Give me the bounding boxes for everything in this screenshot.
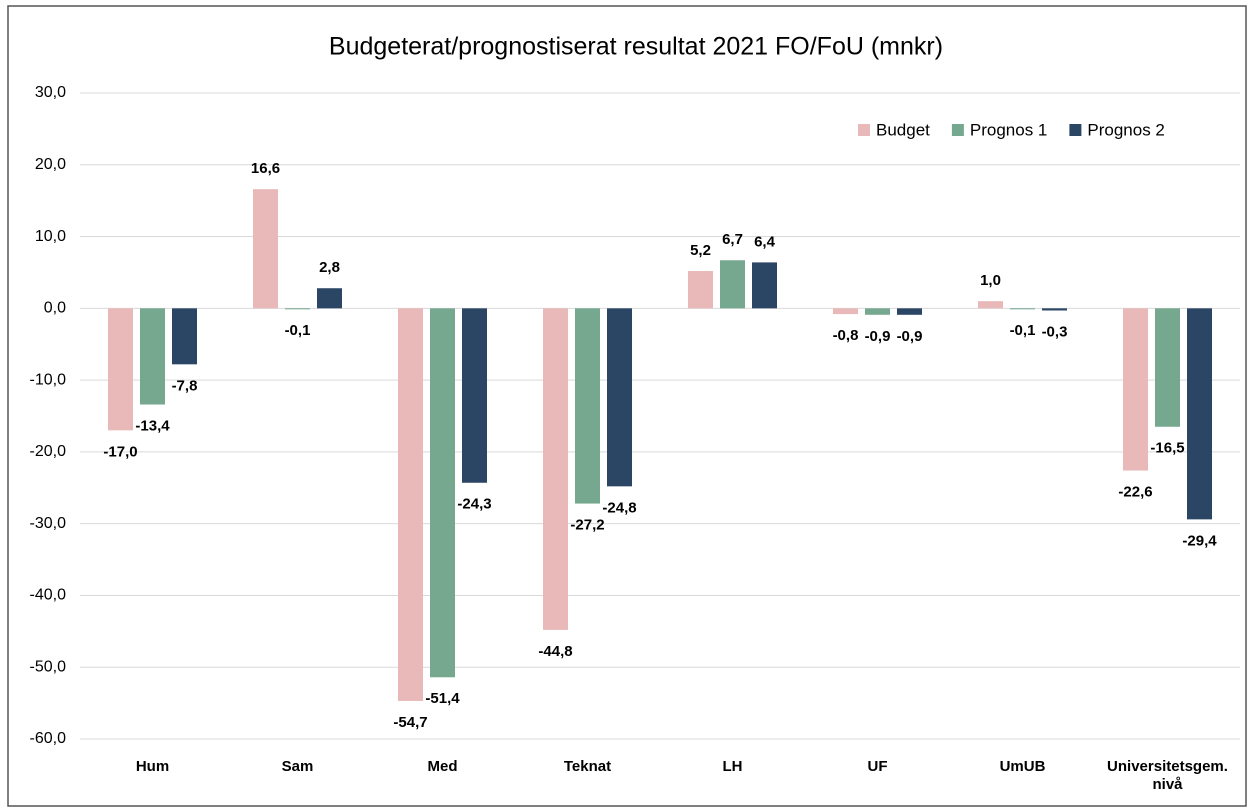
bar — [720, 260, 745, 309]
bar — [1155, 308, 1180, 427]
value-label: -0,8 — [833, 327, 859, 344]
x-tick-label: LH — [722, 758, 743, 775]
y-tick-label: -30,0 — [30, 515, 67, 532]
x-tick-label: UF — [867, 758, 888, 775]
bar — [398, 308, 423, 701]
value-label: -27,2 — [570, 517, 604, 534]
bar — [833, 308, 858, 315]
bar — [607, 308, 632, 487]
value-label: -0,9 — [897, 328, 923, 345]
value-label: -0,1 — [285, 322, 311, 339]
legend-swatch — [951, 124, 964, 136]
bar — [897, 308, 922, 315]
y-tick-label: -10,0 — [30, 371, 67, 388]
bar — [688, 271, 713, 309]
bar — [462, 308, 487, 483]
bar — [285, 308, 310, 310]
legend-label: Prognos 1 — [970, 120, 1048, 139]
bar — [253, 189, 278, 309]
bar — [108, 308, 133, 431]
bar — [317, 288, 342, 309]
legend-swatch — [858, 124, 870, 136]
value-label: -17,0 — [103, 443, 137, 460]
value-label: -0,3 — [1042, 323, 1068, 340]
y-tick-label: -40,0 — [30, 587, 67, 604]
bar — [140, 308, 165, 405]
y-tick-label: -50,0 — [30, 658, 67, 675]
legend-swatch — [1069, 124, 1082, 136]
value-label: -44,8 — [538, 643, 572, 660]
value-label: -16,5 — [1150, 440, 1184, 457]
value-label: -51,4 — [425, 690, 460, 707]
x-tick-label: Med — [427, 758, 458, 775]
value-label: -22,6 — [1118, 484, 1152, 501]
y-tick-label: 10,0 — [35, 228, 66, 245]
bar — [978, 301, 1003, 309]
y-tick-label: -20,0 — [30, 443, 67, 460]
bar — [543, 308, 568, 630]
bar — [430, 308, 455, 678]
y-tick-label: -60,0 — [30, 730, 67, 747]
legend-label: Prognos 2 — [1087, 120, 1165, 139]
value-label: -24,3 — [457, 496, 491, 513]
bar — [1187, 308, 1212, 520]
value-label: -0,9 — [865, 328, 891, 345]
legend-label: Budget — [876, 120, 930, 139]
value-label: -29,4 — [1182, 532, 1217, 549]
bar — [172, 308, 197, 365]
y-tick-label: 30,0 — [35, 84, 66, 101]
value-label: 6,7 — [722, 231, 743, 248]
value-label: -54,7 — [393, 714, 427, 731]
value-label: -0,1 — [1010, 322, 1036, 339]
x-tick-label: Sam — [281, 758, 314, 775]
value-label: 5,2 — [690, 242, 711, 259]
x-tick-label: Teknat — [563, 758, 612, 775]
value-label: 16,6 — [251, 160, 280, 177]
x-tick-label: Universitetsgem. nivå — [1107, 758, 1228, 793]
chart-title: Budgeterat/prognostiserat resultat 2021 … — [329, 33, 943, 61]
bar — [752, 262, 777, 309]
x-tick-label: UmUB — [999, 758, 1046, 775]
value-label: 1,0 — [980, 272, 1001, 289]
bar — [1123, 308, 1148, 471]
value-label: -7,8 — [172, 377, 198, 394]
value-label: -24,8 — [602, 499, 636, 516]
bar — [1010, 308, 1035, 310]
bar — [865, 308, 890, 315]
bar — [575, 308, 600, 504]
value-label: 2,8 — [319, 259, 340, 276]
y-tick-label: 0,0 — [44, 300, 66, 317]
y-tick-label: 20,0 — [35, 156, 66, 173]
value-label: 6,4 — [754, 233, 776, 250]
x-tick-label: Hum — [135, 758, 170, 775]
value-label: -13,4 — [135, 417, 170, 434]
bar — [1042, 308, 1067, 311]
